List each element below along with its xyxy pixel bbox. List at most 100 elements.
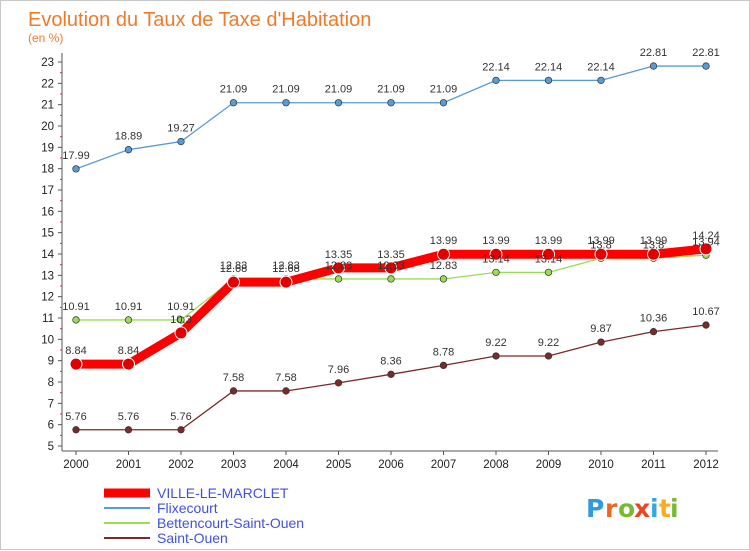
y-tick-label: 6 bbox=[48, 420, 54, 432]
data-label: 17.99 bbox=[62, 150, 90, 162]
legend-label-3: Saint-Ouen bbox=[157, 530, 228, 546]
data-point bbox=[702, 62, 710, 70]
data-label: 22.14 bbox=[482, 61, 510, 73]
data-point bbox=[649, 328, 658, 336]
data-label: 22.81 bbox=[692, 47, 720, 59]
data-label: 9.22 bbox=[485, 337, 506, 349]
data-label: 10.91 bbox=[62, 301, 90, 313]
data-label: 21.09 bbox=[272, 84, 300, 96]
data-point bbox=[387, 370, 395, 378]
data-label: 12.83 bbox=[272, 260, 300, 272]
data-label: 8.78 bbox=[433, 346, 454, 358]
data-point bbox=[334, 379, 343, 387]
x-tick-label: 2002 bbox=[168, 459, 194, 471]
data-point bbox=[597, 76, 605, 84]
data-point bbox=[229, 99, 238, 107]
data-label: 10.3 bbox=[170, 314, 191, 326]
data-label: 13.8 bbox=[590, 239, 611, 251]
data-label: 8.36 bbox=[380, 355, 401, 367]
data-label: 5.76 bbox=[65, 411, 86, 423]
x-tick-label: 2009 bbox=[536, 459, 562, 471]
legend: VILLE-LE-MARCLETFlixecourtBettencourt-Sa… bbox=[104, 485, 304, 546]
data-label: 13.8 bbox=[643, 239, 664, 251]
data-point bbox=[439, 99, 448, 107]
data-label: 13.99 bbox=[430, 235, 458, 247]
legend-label-2: Bettencourt-Saint-Ouen bbox=[157, 515, 304, 531]
data-point bbox=[492, 76, 500, 84]
data-label: 10.67 bbox=[692, 306, 720, 318]
data-point bbox=[594, 247, 608, 261]
data-label: 13.35 bbox=[325, 249, 353, 261]
y-tick-label: 5 bbox=[48, 441, 54, 453]
series-layer bbox=[69, 62, 713, 434]
data-label: 10.36 bbox=[640, 313, 668, 325]
data-label: 12.68 bbox=[272, 263, 300, 275]
data-label: 13.14 bbox=[482, 253, 510, 265]
data-label: 21.09 bbox=[325, 84, 353, 96]
data-point bbox=[177, 426, 185, 434]
legend-label-0: VILLE-LE-MARCLET bbox=[157, 485, 289, 501]
y-tick-label: 14 bbox=[41, 249, 54, 261]
data-point bbox=[387, 99, 395, 107]
x-tick-label: 2004 bbox=[273, 459, 299, 471]
logo-letter: r bbox=[605, 494, 618, 523]
data-label: 21.09 bbox=[430, 84, 458, 96]
data-point bbox=[702, 321, 710, 329]
data-label: 12.83 bbox=[325, 260, 353, 272]
y-tick-label: 7 bbox=[48, 398, 54, 410]
data-point bbox=[489, 247, 503, 261]
data-point bbox=[544, 268, 553, 276]
data-point bbox=[174, 326, 188, 340]
y-tick-label: 18 bbox=[41, 164, 54, 176]
x-tick-label: 2003 bbox=[221, 459, 247, 471]
data-label: 13.94 bbox=[692, 236, 720, 248]
y-tick-label: 16 bbox=[41, 206, 54, 218]
y-tick-label: 12 bbox=[41, 292, 54, 304]
data-label: 19.27 bbox=[167, 123, 195, 135]
data-label: 13.14 bbox=[535, 253, 563, 265]
data-point bbox=[439, 275, 448, 283]
data-label: 8.84 bbox=[65, 345, 86, 357]
data-label: 12.83 bbox=[377, 260, 405, 272]
chart-title: Evolution du Taux de Taxe d'Habitation bbox=[28, 9, 371, 31]
data-point bbox=[229, 387, 238, 395]
y-tick-label: 22 bbox=[41, 78, 54, 90]
data-point bbox=[384, 261, 398, 275]
legend-label-1: Flixecourt bbox=[157, 500, 218, 516]
x-tick-label: 2012 bbox=[693, 459, 719, 471]
data-point bbox=[72, 165, 80, 173]
data-label: 18.89 bbox=[115, 131, 143, 143]
data-label: 13.99 bbox=[482, 235, 510, 247]
logo-letter: x bbox=[634, 494, 650, 523]
x-tick-label: 2000 bbox=[63, 459, 89, 471]
data-label: 14.24 bbox=[692, 230, 720, 242]
data-label: 13.99 bbox=[535, 235, 563, 247]
data-label: 10.91 bbox=[167, 301, 195, 313]
data-label: 13.99 bbox=[587, 235, 615, 247]
data-label: 13.35 bbox=[377, 249, 405, 261]
data-point bbox=[437, 247, 450, 261]
data-label: 12.83 bbox=[430, 260, 458, 272]
x-tick-label: 2006 bbox=[378, 459, 404, 471]
data-label: 12.68 bbox=[220, 263, 248, 275]
data-point bbox=[542, 247, 555, 261]
data-point bbox=[492, 352, 500, 360]
logo-letter: i bbox=[670, 494, 679, 523]
axes: 5 6 7 8 9 10 11 12 13 14 15 16 17 18 19 20 21 22 23 2000 200… bbox=[41, 53, 719, 471]
data-point bbox=[282, 99, 290, 107]
data-point bbox=[177, 137, 185, 146]
y-tick-label: 13 bbox=[41, 270, 54, 282]
data-point bbox=[647, 247, 660, 261]
data-label: 13.99 bbox=[640, 235, 668, 247]
data-point bbox=[177, 316, 185, 324]
data-point bbox=[69, 357, 83, 371]
data-point bbox=[492, 268, 500, 276]
data-label: 8.84 bbox=[118, 345, 139, 357]
data-point bbox=[387, 275, 395, 283]
x-tick-label: 2008 bbox=[483, 459, 509, 471]
x-tick-label: 2005 bbox=[326, 459, 352, 471]
y-tick-label: 17 bbox=[41, 185, 54, 197]
y-tick-label: 19 bbox=[41, 142, 54, 154]
logo-letter: t bbox=[659, 494, 671, 523]
